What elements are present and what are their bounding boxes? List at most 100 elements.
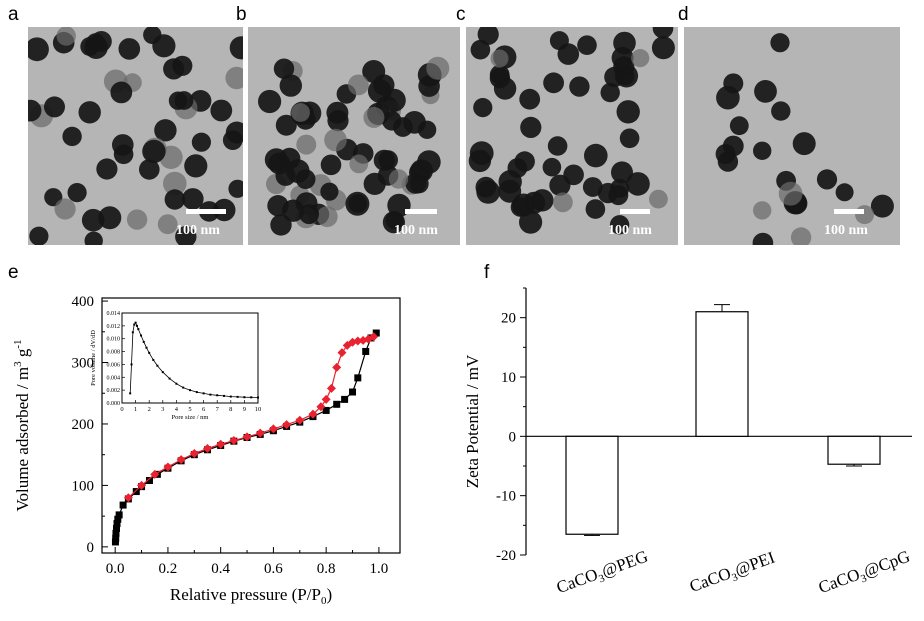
nanoparticle <box>299 204 319 225</box>
adsorption-point <box>114 515 122 523</box>
scale-bar-label: 100 nm <box>176 223 220 238</box>
desorption-point <box>295 415 305 425</box>
nanoparticle <box>611 161 633 184</box>
inset-line <box>129 321 259 398</box>
desorption-point <box>353 336 363 346</box>
desorption-point <box>255 428 265 438</box>
y-axis-label-main: Volume adsorbed / m <box>13 367 32 512</box>
desorption-point <box>282 420 292 430</box>
nanoparticle <box>426 56 450 80</box>
x-axis-label-main: Relative pressure (P/P <box>170 585 321 604</box>
inset-point <box>223 394 225 397</box>
nanoparticle <box>28 37 49 62</box>
desorption-point <box>358 335 368 345</box>
y-axis-label-unit: g <box>13 348 32 361</box>
nanoparticle <box>225 121 243 144</box>
nanoparticle <box>753 201 772 220</box>
inset-point <box>137 328 140 331</box>
x-tick-label: 0.2 <box>159 561 178 577</box>
adsorption-point <box>112 534 120 542</box>
tem-image-a: 100 nm <box>28 27 243 245</box>
nanoparticle <box>175 226 197 245</box>
nanoparticle <box>582 177 603 197</box>
nanoparticle <box>67 183 87 203</box>
desorption-point <box>229 436 239 446</box>
x-tick-label: 0.6 <box>264 561 283 577</box>
inset-point <box>257 396 259 399</box>
nanoparticle <box>473 98 493 118</box>
x-axis-label: Relative pressure (P/P0) <box>170 585 332 607</box>
nanoparticle <box>626 172 650 196</box>
nanoparticle <box>168 91 188 110</box>
bar <box>695 311 749 437</box>
desorption-point <box>348 337 358 347</box>
nanoparticle <box>110 81 133 104</box>
inset-point <box>229 395 232 398</box>
nanoparticle <box>320 182 339 201</box>
desorption-line <box>127 336 374 499</box>
panel-label-f: f <box>484 262 490 283</box>
desorption-point <box>369 332 379 342</box>
nanoparticle <box>778 181 803 206</box>
nanoparticle <box>320 154 342 176</box>
inset-point <box>236 395 239 398</box>
nanoparticle <box>870 194 894 218</box>
inset-x-tick-label: 1 <box>134 406 137 413</box>
nanoparticle <box>139 159 160 180</box>
adsorption-point <box>190 451 198 459</box>
nanoparticle <box>610 178 630 198</box>
nanoparticle <box>282 199 305 222</box>
inset-point <box>161 371 164 374</box>
scale-bar-label: 100 nm <box>608 223 652 238</box>
nanoparticle <box>225 66 243 90</box>
inset-y-tick-label: 0.006 <box>107 362 121 368</box>
category-label-sub: 3 <box>597 572 607 585</box>
nanoparticle <box>470 39 491 60</box>
tem-image-d: 100 nm <box>684 27 900 245</box>
desorption-point <box>332 362 342 372</box>
nanoparticle <box>157 214 178 235</box>
adsorption-point <box>115 511 123 519</box>
adsorption-point <box>283 422 291 430</box>
inset-frame <box>121 312 259 404</box>
inset-x-tick-label: 0 <box>120 406 123 413</box>
inset-y-tick-label: 0.004 <box>107 375 121 381</box>
nanoparticle <box>229 36 243 60</box>
adsorption-point <box>113 520 121 528</box>
scale-bar-label: 100 nm <box>824 223 868 238</box>
nanoparticle <box>324 128 347 152</box>
nanoparticle <box>514 151 535 172</box>
adsorption-point <box>309 413 317 421</box>
inset-y-tick-label: 0.000 <box>107 401 121 407</box>
nanoparticle <box>543 72 564 94</box>
desorption-point <box>189 448 199 458</box>
desorption-point <box>202 444 212 454</box>
inset-x-tick-label: 9 <box>243 406 246 413</box>
adsorption-point <box>333 400 341 408</box>
y-tick-label: 300 <box>72 356 95 372</box>
adsorption-point <box>349 388 357 396</box>
panel-label-e: e <box>8 262 19 283</box>
nanoparticle <box>616 100 640 124</box>
y-tick-label: 100 <box>72 478 95 494</box>
desorption-point <box>321 394 331 404</box>
category-label-sub: 3 <box>730 571 740 584</box>
nanoparticle <box>855 205 875 225</box>
inset-point <box>195 391 198 394</box>
inset-point <box>135 324 138 327</box>
inset-x-tick-label: 5 <box>188 406 191 413</box>
nanoparticle <box>792 132 816 156</box>
y-axis-label: Zeta Potential / mV <box>463 354 482 488</box>
nanoparticle <box>316 206 338 228</box>
nanoparticle <box>729 116 749 136</box>
desorption-point <box>176 455 186 465</box>
inset-point <box>133 323 136 326</box>
nanoparticle <box>367 79 392 103</box>
y-axis-label-sup: 3 <box>12 361 24 367</box>
nanoparticle <box>163 58 185 80</box>
nanoparticle <box>649 189 668 209</box>
adsorption-point <box>138 483 146 491</box>
x-tick-label: 0.0 <box>106 561 125 577</box>
adsorption-point <box>132 488 140 496</box>
nanoparticle <box>56 27 76 46</box>
